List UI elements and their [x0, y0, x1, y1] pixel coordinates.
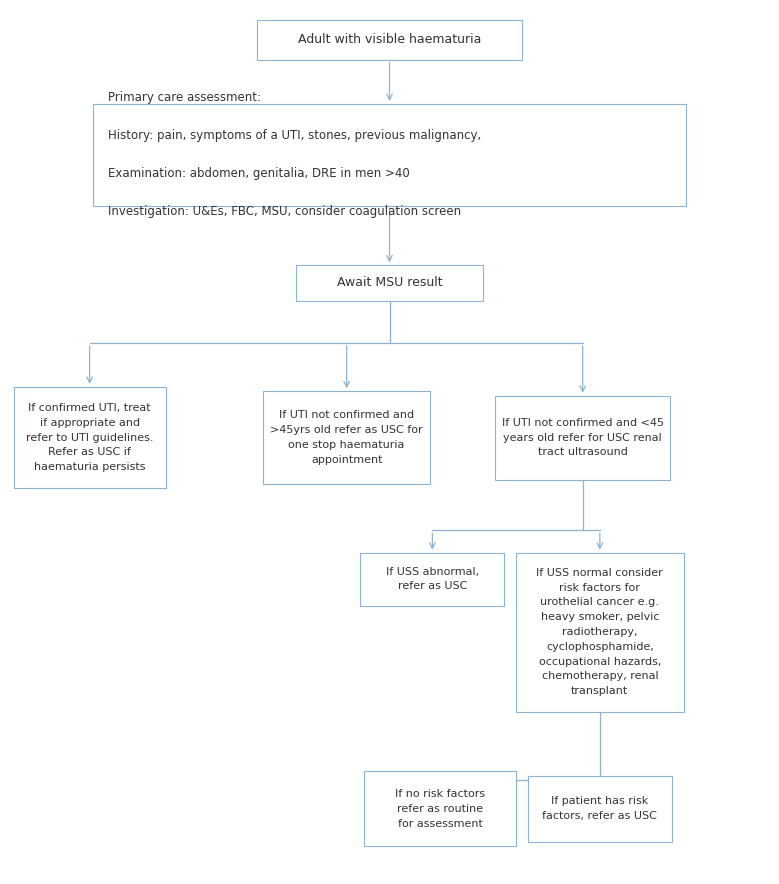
Text: If UTI not confirmed and <45
years old refer for USC renal
tract ultrasound: If UTI not confirmed and <45 years old r…: [502, 418, 664, 457]
FancyBboxPatch shape: [257, 19, 522, 59]
FancyBboxPatch shape: [360, 552, 505, 606]
FancyBboxPatch shape: [263, 391, 430, 484]
FancyBboxPatch shape: [516, 552, 684, 712]
FancyBboxPatch shape: [296, 265, 483, 301]
Text: Primary care assessment:

History: pain, symptoms of a UTI, stones, previous mal: Primary care assessment: History: pain, …: [108, 91, 481, 218]
Text: Adult with visible haematuria: Adult with visible haematuria: [298, 34, 481, 46]
FancyBboxPatch shape: [495, 396, 670, 479]
Text: If USS normal consider
risk factors for
urothelial cancer e.g.
heavy smoker, pel: If USS normal consider risk factors for …: [537, 568, 663, 697]
Text: Await MSU result: Await MSU result: [337, 277, 442, 289]
FancyBboxPatch shape: [14, 387, 166, 488]
FancyBboxPatch shape: [364, 771, 516, 847]
FancyBboxPatch shape: [528, 776, 671, 842]
Text: If USS abnormal,
refer as USC: If USS abnormal, refer as USC: [386, 567, 479, 591]
Text: If UTI not confirmed and
>45yrs old refer as USC for
one stop haematuria
appoint: If UTI not confirmed and >45yrs old refe…: [270, 410, 423, 465]
Text: If confirmed UTI, treat
if appropriate and
refer to UTI guidelines.
Refer as USC: If confirmed UTI, treat if appropriate a…: [26, 403, 153, 472]
Text: If patient has risk
factors, refer as USC: If patient has risk factors, refer as US…: [542, 796, 657, 821]
FancyBboxPatch shape: [93, 103, 686, 206]
Text: If no risk factors
refer as routine
for assessment: If no risk factors refer as routine for …: [395, 789, 485, 828]
